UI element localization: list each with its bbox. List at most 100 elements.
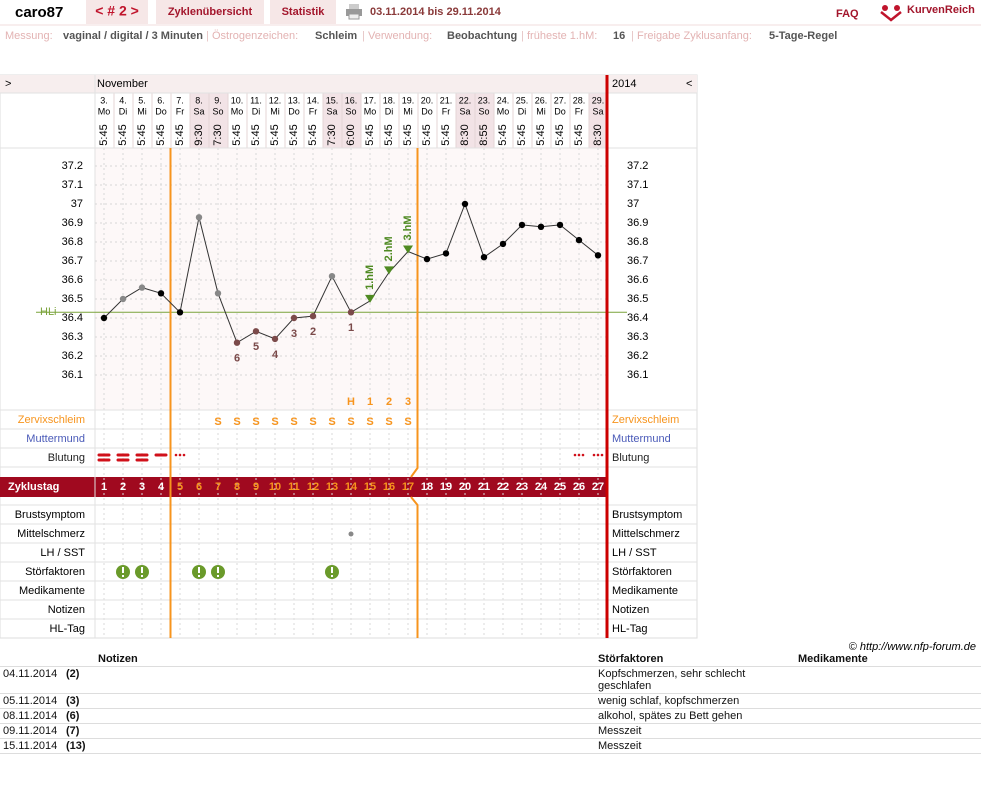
month-bar: [0, 75, 697, 93]
cell-day: (6): [63, 708, 95, 724]
info-value: Schleim: [315, 30, 357, 42]
weekday: Mo: [497, 106, 510, 116]
info-value: 16: [613, 30, 625, 42]
peak-label: 3.hM: [402, 215, 414, 240]
cycle-day: 23: [516, 481, 528, 493]
nav-left[interactable]: >: [5, 78, 11, 90]
time: 5:45: [497, 124, 509, 145]
date: 7.: [176, 95, 184, 105]
time: 5:45: [402, 124, 414, 145]
weekday: Sa: [459, 106, 470, 116]
coverline-label: HLi: [40, 306, 57, 318]
tab[interactable]: Statistik: [282, 6, 326, 18]
y-tick-label: 36.6: [62, 274, 83, 286]
cell-empty: [95, 708, 595, 724]
icon-dot: [141, 575, 143, 577]
peak-count: H: [347, 396, 355, 408]
time: 5:45: [440, 124, 452, 145]
bleeding-dot: [178, 453, 182, 457]
date: 23.: [478, 95, 491, 105]
cycle-day: 22: [497, 481, 509, 493]
weekday: So: [345, 106, 356, 116]
bleeding-dot: [577, 453, 581, 457]
y-tick-label: 37.2: [627, 160, 648, 172]
tab[interactable]: Zyklenübersicht: [168, 6, 253, 18]
cycle-day: 1: [101, 481, 107, 493]
month: November: [97, 78, 148, 90]
bleeding-mark: [97, 453, 111, 462]
cell-empty: [795, 708, 981, 724]
cycle-day: 14: [345, 481, 358, 493]
cycle-day: 10: [269, 481, 281, 493]
weekday: So: [478, 106, 489, 116]
cell-date: 15.11.2014: [0, 738, 63, 754]
time: 5:45: [174, 124, 186, 145]
temperature-point: [252, 328, 260, 335]
cell-empty: [795, 723, 981, 739]
zervix-mark: S: [233, 416, 240, 428]
logo[interactable]: KurvenReich: [907, 4, 975, 16]
cell-empty: [95, 693, 595, 709]
icon-dot: [122, 575, 124, 577]
nav-bg: [86, 0, 148, 24]
date: 21.: [440, 95, 453, 105]
bleeding-mark: [592, 453, 604, 457]
cell-day: (3): [63, 693, 95, 709]
chart-page: caro87 < # 2 > Zyklenübersicht Statistik…: [0, 0, 981, 652]
y-tick-label: 36.5: [627, 293, 648, 305]
weekday: Mi: [403, 106, 413, 116]
cycle-nav[interactable]: < # 2 >: [95, 3, 139, 19]
tab-bg: [270, 0, 336, 24]
y-tick-label: 36.3: [627, 331, 648, 343]
weekday: Fr: [176, 106, 185, 116]
credit[interactable]: © http://www.nfp-forum.de: [849, 641, 976, 652]
temperature-point: [233, 339, 241, 346]
print-icon[interactable]: [346, 4, 362, 20]
time: 5:45: [117, 124, 129, 145]
peak-label: 1.hM: [364, 265, 376, 290]
table-row: 15.11.2014 (13) Messzeit: [0, 738, 981, 754]
zervix-mark: S: [214, 416, 221, 428]
y-tick-label: 36.3: [62, 331, 83, 343]
date: 20.: [421, 95, 434, 105]
temperature-point: [423, 255, 431, 263]
weekend-shade: [190, 93, 209, 148]
cycle-day: 17: [402, 481, 414, 493]
user-name[interactable]: caro87: [15, 4, 63, 21]
time: 5:45: [421, 124, 433, 145]
temperature-peak: [365, 294, 375, 303]
temperature-point: [328, 273, 336, 280]
cycle-day: 6: [196, 481, 202, 493]
bleeding-dot: [596, 453, 600, 457]
cycle-day: 26: [573, 481, 585, 493]
info-label: Freigabe Zyklusanfang:: [637, 30, 752, 42]
low-label: 5: [253, 341, 259, 353]
time: 5:45: [516, 124, 528, 145]
date: 15.: [326, 95, 339, 105]
icon-dot: [217, 575, 219, 577]
cell-empty: [95, 738, 595, 754]
zervix-mark: S: [347, 416, 354, 428]
y-tick-label: 36.5: [62, 293, 83, 305]
weekend-shade: [589, 93, 608, 148]
zervix-mark: S: [271, 416, 278, 428]
weekend-shade: [323, 93, 342, 148]
cycle-day: 13: [326, 481, 338, 493]
cell-day: (13): [63, 738, 95, 754]
row-label: HL-Tag: [612, 623, 647, 635]
cell-stoerfaktoren: alkohol, spätes zu Bett gehen: [595, 708, 795, 724]
weekday: Do: [421, 106, 433, 116]
row-label: Medikamente: [19, 585, 85, 597]
temperature-point: [518, 221, 526, 229]
date: 10.: [231, 95, 244, 105]
cell-empty: [795, 738, 981, 754]
faq-link[interactable]: FAQ: [836, 8, 859, 20]
temperature-point: [176, 309, 184, 316]
cell-day: (7): [63, 723, 95, 739]
bleeding-mark: [135, 453, 149, 462]
nav-right[interactable]: <: [686, 78, 692, 90]
table-row: 08.11.2014 (6) alkohol, spätes zu Bett geh…: [0, 708, 981, 724]
y-tick-label: 36.2: [62, 350, 83, 362]
temperature-point: [480, 254, 488, 261]
